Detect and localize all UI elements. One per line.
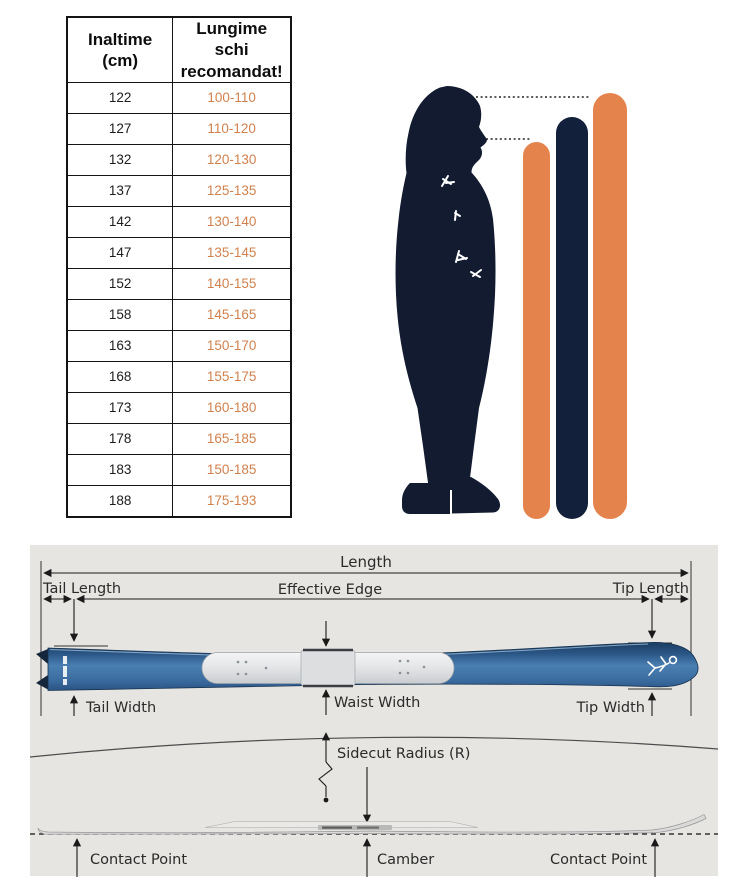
range-cell: 125-135 <box>172 174 292 207</box>
height-cell: 122 <box>66 81 174 114</box>
camber-label: Camber <box>377 852 434 868</box>
height-cell: 142 <box>66 205 174 238</box>
table-header: Inaltime (cm) Lungime schi recomandat! <box>66 16 292 83</box>
height-cell: 158 <box>66 298 174 331</box>
tip-width-label: Tip Width <box>576 700 645 716</box>
range-cell: 150-170 <box>172 329 292 362</box>
range-cell: 175-193 <box>172 484 292 518</box>
waist-clamp-marks <box>303 648 353 688</box>
tail-notch-lower <box>36 675 48 690</box>
tail-length-label: Tail Length <box>42 581 121 597</box>
range-cell: 165-185 <box>172 422 292 455</box>
table-row: 142 130-140 <box>66 205 292 238</box>
extension-lines <box>40 561 692 716</box>
tail-graphic-marks <box>63 656 67 685</box>
ski-size-table: Inaltime (cm) Lungime schi recomandat! 1… <box>66 16 292 518</box>
side-view-blade <box>37 814 707 835</box>
ski-top-view <box>36 642 699 691</box>
dimension-lines <box>43 568 689 716</box>
table-row: 188 175-193 <box>66 484 292 518</box>
height-cell: 168 <box>66 360 174 393</box>
length-label: Length <box>340 553 392 571</box>
table-row: 122 100-110 <box>66 81 292 114</box>
range-cell: 120-130 <box>172 143 292 176</box>
person-body <box>395 86 496 490</box>
header-height-line1: Inaltime <box>88 29 153 49</box>
col-header-height: Inaltime (cm) <box>66 16 174 83</box>
height-cell: 147 <box>66 236 174 269</box>
tip-length-label: Tip Length <box>612 581 689 597</box>
header-length-line2: recomandat! <box>180 61 283 81</box>
sidecut-radius-label: Sidecut Radius (R) <box>337 746 470 762</box>
contact-point-left-label: Contact Point <box>90 852 187 868</box>
sidecut-arc <box>29 736 719 758</box>
height-cell: 178 <box>66 422 174 455</box>
height-cell: 132 <box>66 143 174 176</box>
ski-side-view <box>37 814 707 835</box>
header-height-line2: (cm) <box>102 50 139 70</box>
person-silhouette <box>395 86 501 514</box>
height-cell: 163 <box>66 329 174 362</box>
table-row: 178 165-185 <box>66 422 292 455</box>
range-cell: 155-175 <box>172 360 292 393</box>
jacket-snow-marks <box>441 175 482 278</box>
table-row: 147 135-145 <box>66 236 292 269</box>
table-row: 173 160-180 <box>66 391 292 424</box>
tip-skier-logo-icon <box>647 655 678 676</box>
ski-short-orange <box>523 142 550 519</box>
height-cell: 137 <box>66 174 174 207</box>
range-cell: 130-140 <box>172 205 292 238</box>
contact-point-arrows <box>72 838 660 877</box>
range-cell: 140-155 <box>172 267 292 300</box>
range-cell: 150-185 <box>172 453 292 486</box>
height-cell: 183 <box>66 453 174 486</box>
ski-anatomy-diagram: Length Tail Length Effective Edge Tip Le… <box>29 545 719 877</box>
table-row: 168 155-175 <box>66 360 292 393</box>
ski-medium-navy <box>556 117 588 519</box>
col-header-ski-length: Lungime schi recomandat! <box>172 16 292 83</box>
ski-tall-orange <box>593 93 627 519</box>
waist-width-label: Waist Width <box>334 695 420 711</box>
contact-point-right-label: Contact Point <box>550 852 647 868</box>
range-cell: 110-120 <box>172 112 292 145</box>
side-view-center-marks <box>318 825 392 830</box>
table-row: 127 110-120 <box>66 112 292 145</box>
sidecut-radius-arrow <box>318 732 333 803</box>
range-cell: 145-165 <box>172 298 292 331</box>
binding-screws <box>236 659 426 676</box>
table-row: 152 140-155 <box>66 267 292 300</box>
table-row: 137 125-135 <box>66 174 292 207</box>
range-cell: 100-110 <box>172 81 292 114</box>
range-cell: 160-180 <box>172 391 292 424</box>
height-comparison-illustration <box>395 86 627 519</box>
height-cell: 188 <box>66 484 174 518</box>
binding-center-clamp <box>300 649 356 687</box>
height-cell: 152 <box>66 267 174 300</box>
person-right-boot <box>452 477 501 514</box>
height-cell: 173 <box>66 391 174 424</box>
range-cell: 135-145 <box>172 236 292 269</box>
table-row: 163 150-170 <box>66 329 292 362</box>
tail-notch-upper <box>36 649 48 664</box>
effective-edge-label: Effective Edge <box>278 582 382 598</box>
table-row: 132 120-130 <box>66 143 292 176</box>
person-left-boot <box>402 483 450 514</box>
tail-width-label: Tail Width <box>85 700 156 716</box>
table-row: 158 145-165 <box>66 298 292 331</box>
height-cell: 127 <box>66 112 174 145</box>
header-length-line1: Lungime schi <box>196 19 268 60</box>
table-row: 183 150-185 <box>66 453 292 486</box>
